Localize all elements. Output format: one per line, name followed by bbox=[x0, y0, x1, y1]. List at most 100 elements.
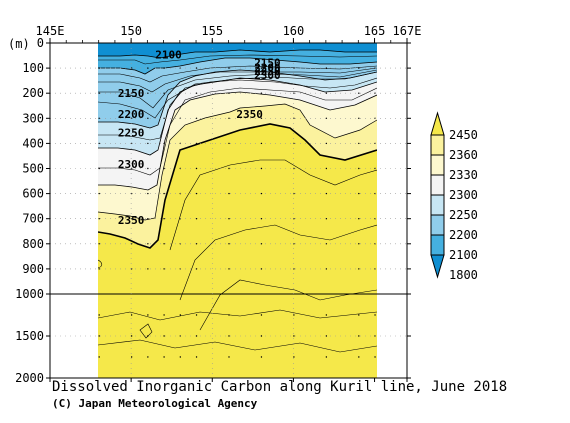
y-tick-label: 2000 bbox=[15, 371, 44, 385]
station-dot bbox=[163, 117, 165, 120]
y-tick-label: 800 bbox=[22, 237, 44, 251]
station-dot bbox=[147, 218, 149, 220]
station-dot bbox=[147, 67, 149, 69]
station-dot bbox=[163, 356, 165, 358]
station-dot bbox=[325, 167, 328, 170]
station-dot bbox=[147, 268, 149, 270]
station-dot bbox=[163, 67, 165, 69]
station-dot bbox=[147, 335, 149, 337]
contour-label: 2100 bbox=[155, 48, 182, 61]
station-dot bbox=[228, 356, 230, 358]
contour-label: 2250 bbox=[254, 65, 281, 78]
station-dot bbox=[260, 192, 263, 195]
y-tick-label: 500 bbox=[22, 162, 44, 176]
contour-label: 2250 bbox=[118, 127, 145, 140]
station-dot bbox=[358, 142, 360, 145]
chart-title: Dissolved Inorganic Carbon along Kuril l… bbox=[52, 379, 508, 395]
legend-level-label: 2450 bbox=[449, 128, 478, 142]
legend-level-label: 1800 bbox=[449, 268, 478, 282]
contour-labels: 2100215022002250230021502200225023002350… bbox=[118, 48, 281, 227]
station-dot bbox=[228, 335, 230, 337]
station-dot bbox=[260, 67, 263, 69]
station-dot bbox=[358, 268, 360, 270]
station-dot bbox=[358, 314, 360, 316]
contour-label: 2300 bbox=[254, 69, 281, 82]
station-dot bbox=[147, 356, 149, 358]
station-dot bbox=[98, 92, 100, 94]
station-dot bbox=[195, 314, 198, 316]
x-tick-label: 165 bbox=[364, 24, 386, 38]
station-dot bbox=[325, 142, 328, 145]
station-dot bbox=[195, 356, 198, 358]
station-dot bbox=[325, 314, 328, 316]
agency-credit: (C) Japan Meteorological Agency bbox=[52, 397, 258, 410]
station-dot bbox=[228, 192, 230, 195]
contour-label: 2200 bbox=[118, 108, 145, 121]
station-dot bbox=[228, 314, 230, 316]
station-dot bbox=[325, 243, 328, 245]
legend-swatch bbox=[430, 134, 445, 156]
station-dot bbox=[260, 167, 263, 170]
station-dot bbox=[195, 67, 198, 69]
y-tick-label: 0 bbox=[37, 36, 44, 50]
y-tick-label: 700 bbox=[22, 212, 44, 226]
station-dot bbox=[163, 314, 165, 316]
depth-unit-label: (m) bbox=[8, 37, 30, 51]
y-tick-label: 900 bbox=[22, 262, 44, 276]
station-dot bbox=[325, 218, 328, 220]
contour-label: 2300 bbox=[118, 158, 145, 171]
station-dot bbox=[195, 268, 198, 270]
legend-level-label: 2360 bbox=[449, 148, 478, 162]
y-tick-label: 600 bbox=[22, 187, 44, 201]
station-dot bbox=[147, 167, 149, 170]
legend-top-arrow bbox=[430, 111, 445, 136]
station-dot bbox=[260, 92, 263, 94]
station-dot bbox=[325, 356, 328, 358]
y-tick-label: 200 bbox=[22, 86, 44, 100]
legend-swatch bbox=[430, 214, 445, 236]
station-dot bbox=[163, 243, 165, 245]
station-dot bbox=[358, 192, 360, 195]
station-dot bbox=[163, 92, 165, 94]
station-dot bbox=[374, 356, 376, 358]
station-dot bbox=[260, 314, 263, 316]
station-dot bbox=[98, 67, 100, 69]
station-dot bbox=[260, 335, 263, 337]
depth-gridlines bbox=[50, 43, 407, 378]
station-dot bbox=[147, 243, 149, 245]
station-dot bbox=[130, 335, 133, 337]
station-dot bbox=[228, 142, 230, 145]
station-dot bbox=[163, 142, 165, 145]
station-dot bbox=[358, 243, 360, 245]
y-tick-label: 300 bbox=[22, 111, 44, 125]
station-dot bbox=[98, 142, 100, 145]
station-dot bbox=[195, 167, 198, 170]
y-tick-label: 400 bbox=[22, 136, 44, 150]
station-dot bbox=[228, 243, 230, 245]
station-dot bbox=[98, 117, 100, 120]
station-dot bbox=[195, 192, 198, 195]
station-dot bbox=[228, 268, 230, 270]
station-dot bbox=[293, 356, 295, 358]
station-dot bbox=[325, 67, 328, 69]
station-dot bbox=[358, 335, 360, 337]
legend-swatch bbox=[430, 174, 445, 196]
station-dot bbox=[358, 356, 360, 358]
x-tick-label: 145E bbox=[36, 24, 65, 38]
station-dot bbox=[98, 268, 100, 270]
station-dot bbox=[260, 356, 263, 358]
contour-label: 2350 bbox=[236, 108, 263, 121]
station-dot bbox=[130, 314, 133, 316]
station-dot bbox=[98, 192, 100, 195]
station-dot bbox=[163, 218, 165, 220]
station-dot bbox=[147, 117, 149, 120]
station-dot bbox=[163, 192, 165, 195]
station-dot bbox=[163, 268, 165, 270]
y-tick-label: 1000 bbox=[15, 287, 44, 301]
station-dot bbox=[293, 314, 295, 316]
station-dot bbox=[325, 92, 328, 94]
longitude-axis: 145E 150 155 160 165 167E bbox=[36, 24, 421, 382]
station-dot bbox=[98, 335, 100, 337]
station-dot bbox=[374, 314, 376, 316]
